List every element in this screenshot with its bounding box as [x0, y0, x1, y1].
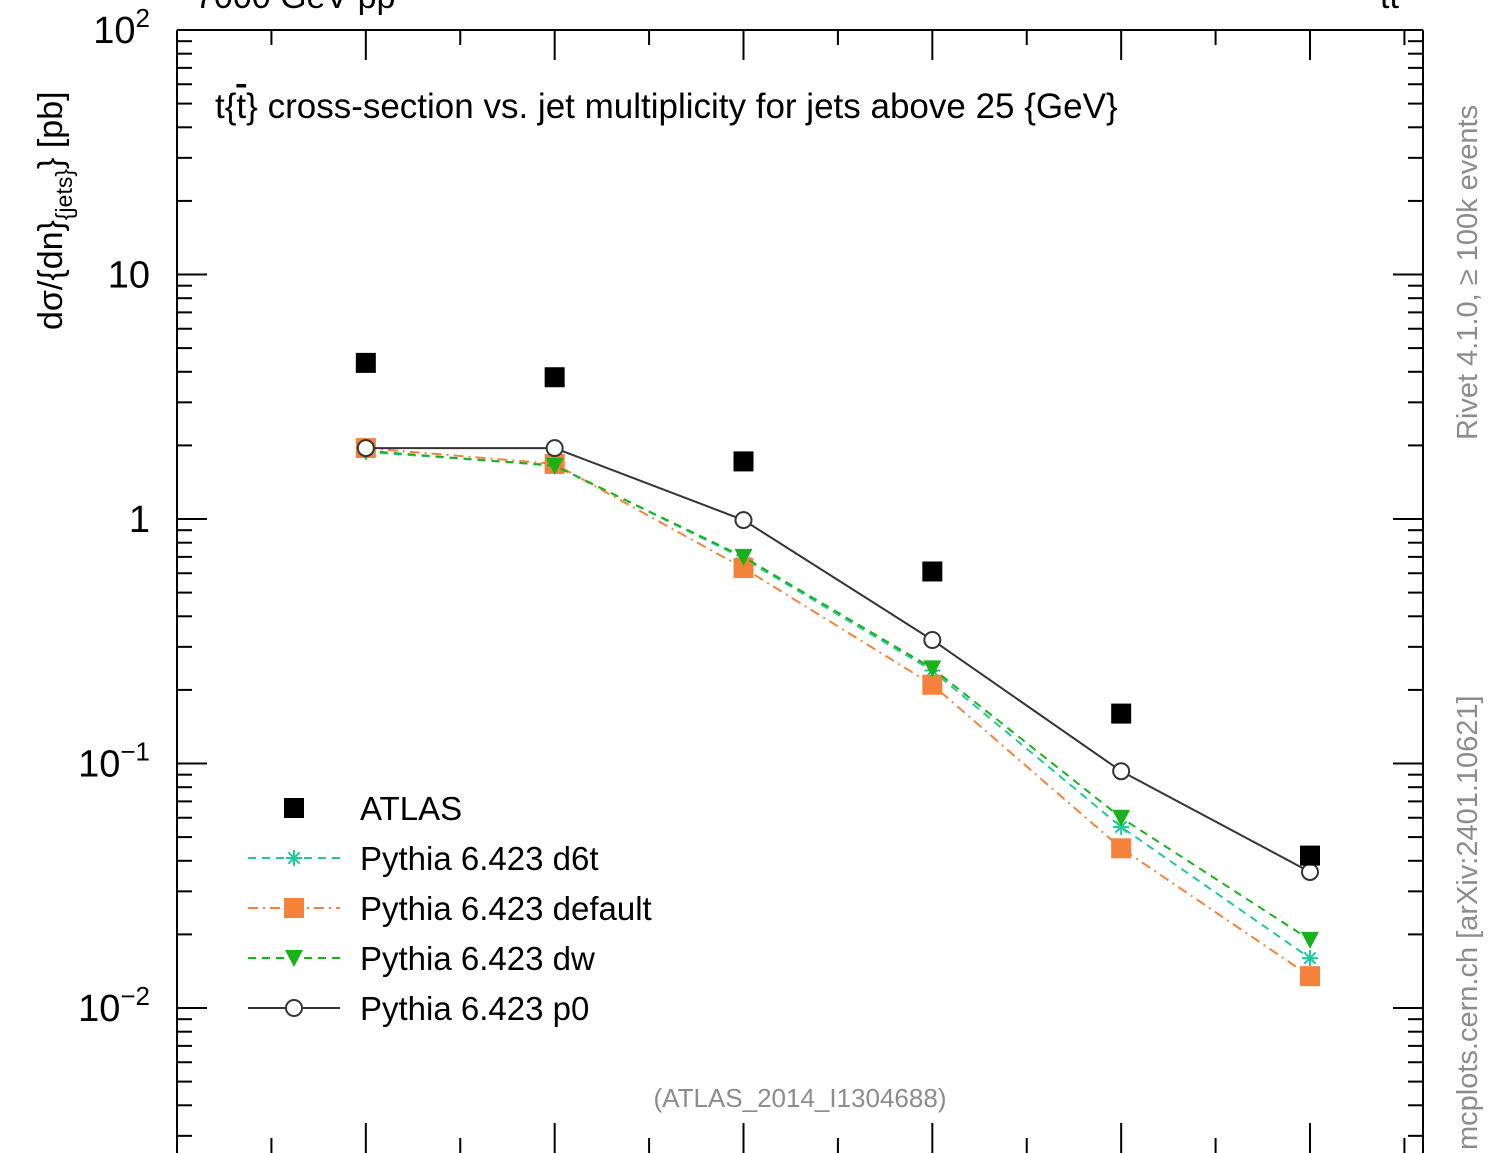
legend-entry: Pythia 6.423 p0: [248, 990, 589, 1027]
y-tick-label-exp: −2: [120, 981, 150, 1011]
data-point: [1300, 966, 1320, 987]
legend-entry: Pythia 6.423 dw: [248, 940, 595, 977]
data-point: [923, 660, 942, 678]
y-tick-label: 10−2: [78, 981, 150, 1030]
y-tick-label: 102: [93, 3, 150, 52]
legend-marker: [284, 898, 304, 918]
star-stroke: [1114, 820, 1128, 834]
y-axis-label-end: } [pb]: [32, 91, 70, 169]
svg-text:dσ/{dn}{jets}} [pb]: dσ/{dn}{jets}} [pb]: [32, 91, 77, 330]
legend-marker: [285, 999, 303, 1017]
legend: ATLAS Pythia 6.423 d6t Pythia 6.423 defaul…: [248, 790, 652, 1027]
data-point: [922, 674, 943, 695]
y-axis-label-sub: {jets}: [51, 169, 77, 220]
data-point: [734, 548, 753, 566]
data-point: [544, 367, 565, 388]
svg-text:t{t} cross-section vs. jet mul: t{t} cross-section vs. jet multiplicity …: [215, 87, 1118, 126]
legend-label: Pythia 6.423 d6t: [360, 840, 599, 877]
side-label-rivet: Rivet 4.1.0, ≥ 100k events: [1452, 105, 1484, 440]
series-line: [365, 449, 1311, 941]
data-point: [1112, 762, 1131, 781]
star-stroke: [1303, 951, 1317, 965]
y-tick-label: 1: [129, 499, 150, 541]
y-axis-label-main: dσ/{dn}: [32, 220, 70, 330]
chart-title-rest: } cross-section vs. jet multiplicity for…: [246, 87, 1118, 126]
legend-label: ATLAS: [360, 790, 462, 827]
series-atlas: [355, 352, 1320, 866]
analysis-id: (ATLAS_2014_I1304688): [654, 1083, 947, 1113]
data-point: [733, 558, 754, 579]
data-point: [1111, 703, 1132, 724]
data-point: [1301, 862, 1319, 881]
series-line: [365, 447, 1311, 873]
data-point: [1300, 845, 1320, 866]
data-point: [1302, 950, 1318, 967]
legend-marker: [285, 950, 303, 967]
legend-label: Pythia 6.423 p0: [360, 990, 589, 1027]
y-tick-label: 10−1: [78, 737, 150, 786]
y-tick-label-base: 10: [78, 988, 120, 1030]
data-point: [1113, 818, 1130, 835]
axis-ticks: [176, 29, 1423, 1153]
y-tick-label-exp: −1: [120, 737, 150, 767]
data-point: [734, 511, 753, 530]
y-axis-label: dσ/{dn}{jets}} [pb]: [32, 91, 77, 330]
side-label-url: mcplots.cern.ch [arXiv:2401.10621]: [1452, 695, 1484, 1150]
data-point: [545, 457, 564, 475]
data-point: [1112, 809, 1131, 827]
data-point: [733, 451, 754, 472]
data-point: [1111, 838, 1132, 859]
legend-marker: [286, 850, 302, 866]
data-point: [1301, 931, 1319, 949]
y-tick-label-base: 10: [78, 744, 120, 786]
chart-title-t: t{: [215, 87, 237, 126]
chart-title-tbar: t: [236, 87, 246, 126]
legend-label: Pythia 6.423 default: [360, 890, 652, 927]
legend-marker: [284, 798, 304, 818]
header-left: 7000 GeV pp: [195, 0, 395, 16]
y-tick-label-base: 10: [93, 10, 135, 52]
header-right: tt: [1380, 0, 1399, 16]
data-point: [355, 352, 376, 373]
y-tick-label-exp: 2: [136, 3, 150, 33]
legend-entry: Pythia 6.423 d6t: [248, 840, 599, 877]
y-tick-label: 10: [108, 255, 150, 297]
series-pythia-6-423-p0: [356, 439, 1319, 881]
star-stroke: [287, 851, 301, 865]
data-point: [545, 439, 564, 458]
series-pythia-6-423-dw: [356, 442, 1319, 949]
series-line: [365, 450, 1311, 959]
series-layer: [355, 352, 1320, 987]
series-line: [365, 447, 1311, 977]
legend-label: Pythia 6.423 dw: [360, 940, 595, 977]
data-point: [922, 561, 943, 582]
data-point: [923, 630, 942, 649]
data-point: [356, 439, 375, 458]
legend-entry: Pythia 6.423 default: [248, 890, 652, 927]
chart-title: t{t} cross-section vs. jet multiplicity …: [215, 87, 1118, 126]
series-pythia-6-423-d6t: [357, 443, 1318, 967]
legend-entry: ATLAS: [284, 790, 462, 827]
